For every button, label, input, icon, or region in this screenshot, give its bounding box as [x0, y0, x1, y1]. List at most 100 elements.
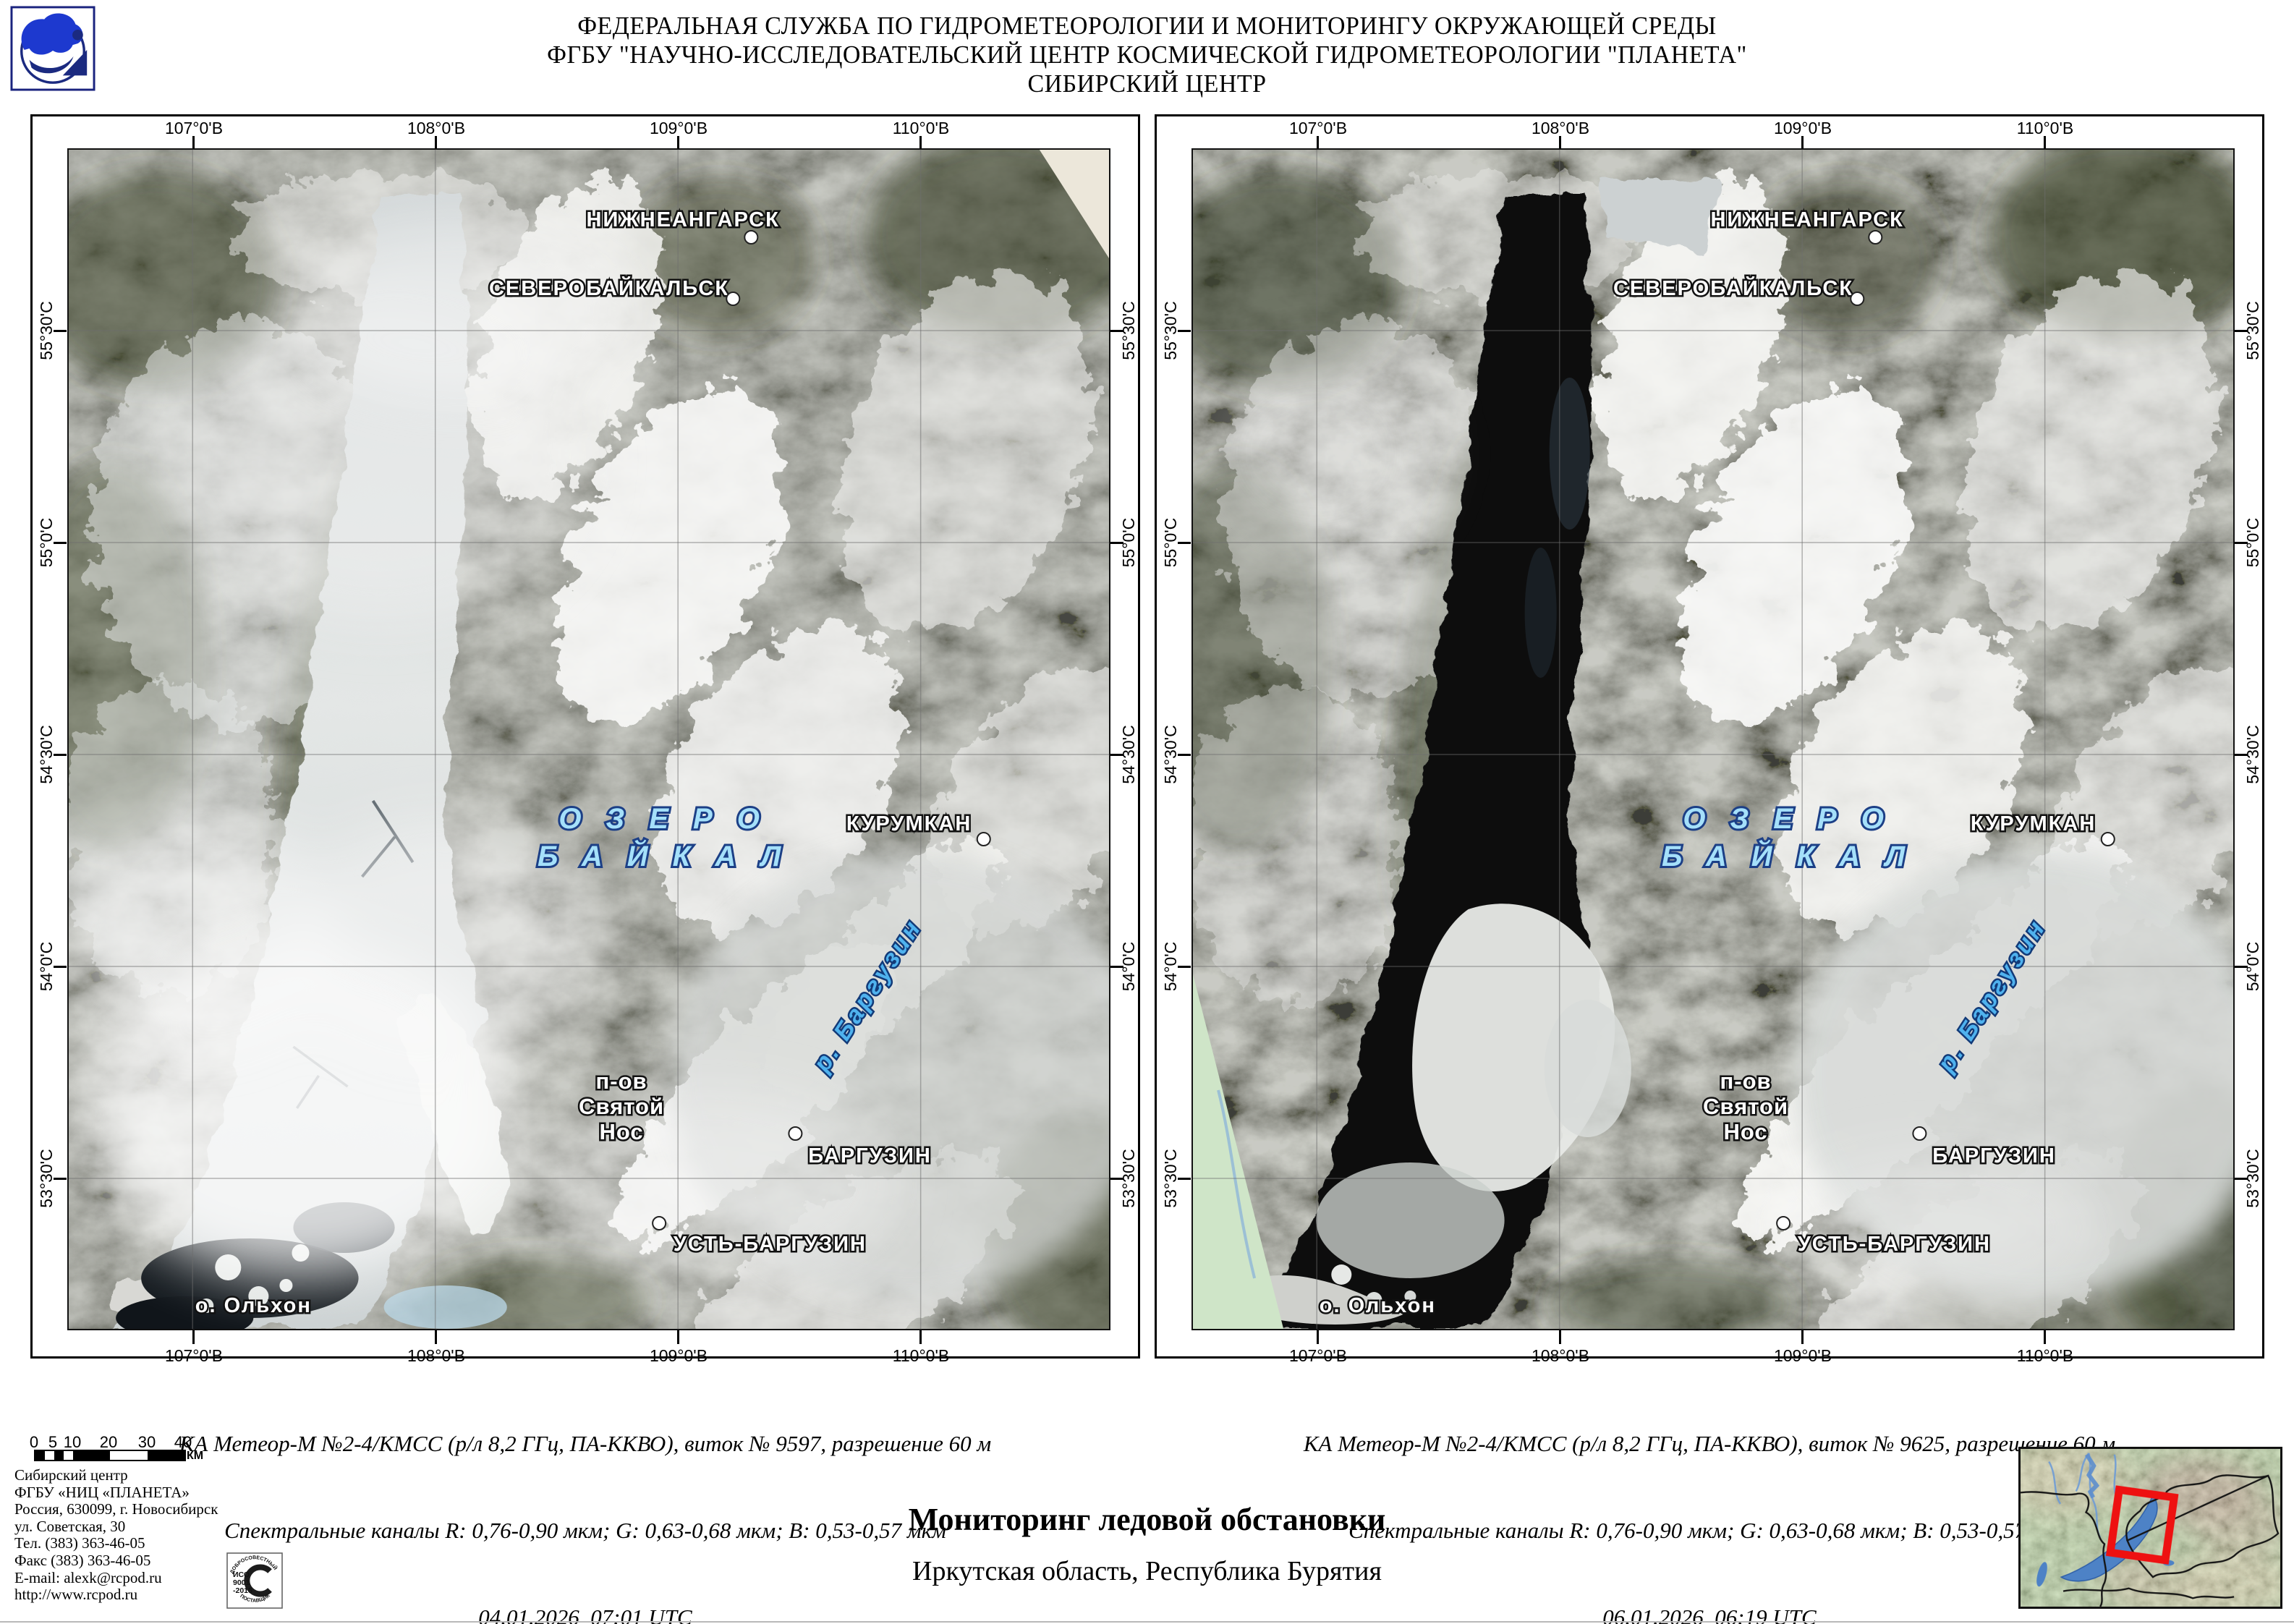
lat-tick-label: 54°0'С — [2243, 941, 2262, 992]
caption-right-line1: КА Метеор-М №2-4/КМСС (р/л 8,2 ГГц, ПА-К… — [1303, 1431, 2116, 1456]
contact-line: Сибирский центр — [14, 1466, 128, 1484]
scalebar-num: 20 — [99, 1433, 118, 1451]
lon-tick-label: 109°0'В — [1773, 119, 1832, 137]
contact-line: Россия, 630099, г. Новосибирск — [14, 1500, 218, 1518]
scalebar — [34, 1450, 186, 1461]
lat-tick-label: 55°0'С — [37, 517, 56, 568]
tick-mark — [1801, 1330, 1804, 1344]
tick-mark — [54, 1178, 67, 1180]
locator-map — [2018, 1447, 2282, 1609]
tick-mark — [192, 1330, 195, 1344]
tick-mark — [2235, 542, 2248, 544]
lat-tick-label: 55°30'С — [2243, 301, 2262, 360]
stamp-c-mark — [244, 1564, 272, 1597]
lon-tick-label: 107°0'В — [164, 1346, 224, 1365]
stamp-2015: -2015 — [233, 1586, 252, 1595]
lat-tick-label: 55°0'С — [2243, 517, 2262, 568]
report-title: Мониторинг ледовой обстановки — [908, 1502, 1386, 1537]
caption-left-line1: КА Метеор-М №2-4/КМСС (р/л 8,2 ГГц, ПА-К… — [179, 1431, 992, 1456]
tick-mark — [1178, 542, 1191, 544]
lat-tick-label: 55°30'С — [1161, 301, 1180, 360]
logo-wave — [29, 56, 74, 74]
stamp-9001: 9001 — [233, 1578, 250, 1587]
lon-tick-label: 109°0'В — [1773, 1346, 1832, 1365]
scalebar-num: 5 — [48, 1433, 58, 1451]
admin-boundaries — [2021, 1474, 2280, 1607]
lon-tick-label: 108°0'В — [407, 119, 466, 137]
logo-triangle — [62, 49, 88, 76]
lon-tick-label: 110°0'В — [2016, 1346, 2074, 1365]
lat-tick-label: 54°0'С — [37, 941, 56, 992]
caption-right-line2: Спектральные каналы R: 0,76-0,90 мкм; G:… — [1348, 1518, 2070, 1543]
tick-mark — [1110, 330, 1123, 332]
header-line-1: ФЕДЕРАЛЬНАЯ СЛУЖБА ПО ГИДРОМЕТЕОРОЛОГИИ … — [577, 12, 1717, 40]
tick-mark — [1178, 966, 1191, 968]
lat-tick-label: 53°30'С — [37, 1149, 56, 1208]
lat-tick-label: 54°30'С — [1161, 725, 1180, 784]
tick-mark — [1178, 330, 1191, 332]
tick-mark — [54, 754, 67, 756]
graticule — [1193, 150, 2233, 1329]
lat-tick-label: 53°30'С — [1161, 1149, 1180, 1208]
tick-mark — [677, 1330, 679, 1344]
iso-9001-stamp: ДОБРОСОВЕСТНЫЙ ИСО 9001 -2015 ПОСТАВЩИК — [226, 1552, 283, 1609]
header-line-3: СИБИРСКИЙ ЦЕНТР — [1027, 69, 1267, 98]
tick-mark — [2235, 966, 2248, 968]
contact-line: ул. Советская, 30 — [14, 1517, 126, 1535]
tick-mark — [435, 1330, 437, 1344]
scalebar-num: 0 — [29, 1433, 39, 1451]
contact-line: ФГБУ «НИЦ «ПЛАНЕТА» — [14, 1483, 190, 1501]
tick-mark — [1178, 754, 1191, 756]
lon-tick-label: 110°0'В — [892, 1346, 950, 1365]
lon-tick-label: 109°0'В — [649, 1346, 708, 1365]
tick-mark — [1559, 136, 1561, 150]
cloud-cover — [1200, 352, 2091, 1300]
contact-email[interactable]: E-mail: alexk@rcpod.ru — [14, 1568, 162, 1586]
lat-tick-label: 54°30'С — [1119, 725, 1138, 784]
tick-mark — [192, 136, 195, 150]
coverage-highlight-box — [2105, 1485, 2179, 1565]
tick-mark — [1559, 1330, 1561, 1344]
lat-tick-label: 53°30'С — [2243, 1149, 2262, 1208]
map-panel-left: 107°0'В 108°0'В 109°0'В 110°0'В 107°0'В … — [30, 114, 1140, 1365]
lon-tick-label: 107°0'В — [1288, 119, 1348, 137]
lon-tick-label: 108°0'В — [407, 1346, 466, 1365]
lat-tick-label: 55°0'С — [1161, 517, 1180, 568]
scalebar-num: 30 — [137, 1433, 156, 1451]
tick-mark — [1110, 754, 1123, 756]
scalebar-num: 10 — [63, 1433, 82, 1451]
contact-phone: Тел. (383) 363-46-05 — [14, 1534, 145, 1552]
contact-fax: Факс (383) 363-46-05 — [14, 1551, 151, 1569]
caption-right: КА Метеор-М №2-4/КМСС (р/л 8,2 ГГц, ПА-К… — [1155, 1372, 2264, 1624]
north-ice-sheet — [1598, 179, 1722, 255]
tick-mark — [2044, 1330, 2046, 1344]
tick-mark — [1110, 542, 1123, 544]
tick-mark — [1801, 136, 1804, 150]
no-data-wedge — [1039, 150, 1109, 258]
lat-tick-label: 54°30'С — [2243, 725, 2262, 784]
lon-tick-label: 108°0'В — [1531, 1346, 1590, 1365]
tick-mark — [1317, 1330, 1319, 1344]
tick-mark — [919, 1330, 922, 1344]
lat-tick-label: 54°0'С — [1161, 941, 1180, 992]
graticule — [69, 150, 1109, 1329]
lon-tick-label: 110°0'В — [2016, 119, 2074, 137]
lat-tick-label: 53°30'С — [1119, 1149, 1138, 1208]
tick-mark — [1110, 1178, 1123, 1180]
tick-mark — [2235, 1178, 2248, 1180]
planeta-logo — [10, 6, 95, 91]
tick-mark — [54, 966, 67, 968]
lon-tick-label: 110°0'В — [892, 119, 950, 137]
tick-mark — [2235, 330, 2248, 332]
lon-tick-label: 109°0'В — [649, 119, 708, 137]
bottom-divider — [0, 1621, 2294, 1623]
tick-mark — [2235, 754, 2248, 756]
caption-right-line3: 06.01.2026 06:19 UTC — [1602, 1604, 1817, 1624]
lat-tick-label: 54°0'С — [1119, 941, 1138, 992]
tick-mark — [1178, 1178, 1191, 1180]
tick-mark — [54, 330, 67, 332]
contact-block: Сибирский центр ФГБУ «НИЦ «ПЛАНЕТА» Росс… — [14, 1466, 218, 1604]
contact-website[interactable]: http://www.rcpod.ru — [14, 1586, 138, 1604]
scalebar-unit: КМ — [187, 1450, 204, 1462]
